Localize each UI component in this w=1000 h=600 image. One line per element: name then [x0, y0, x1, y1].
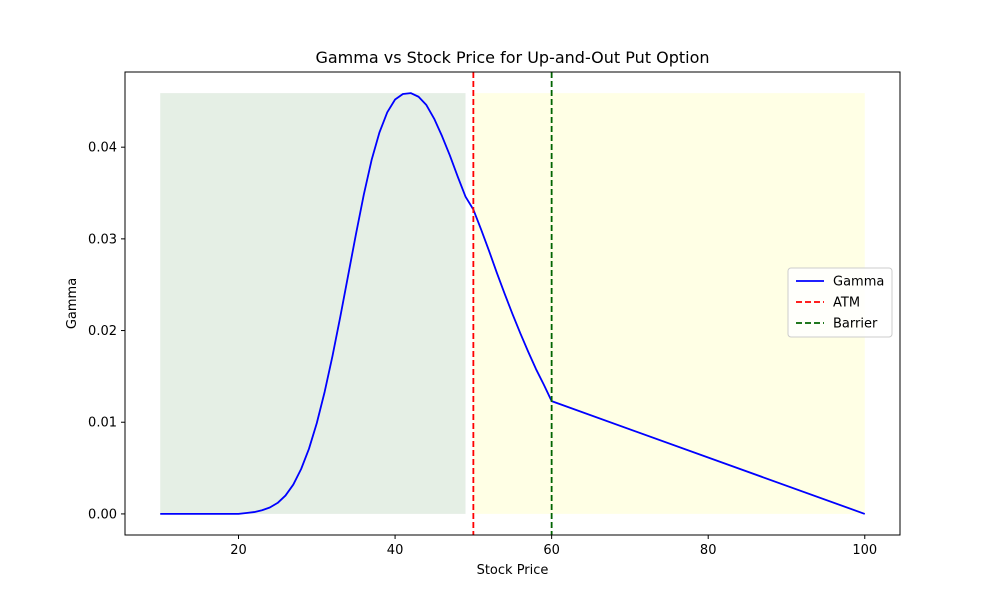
y-tick-label: 0.04 [88, 141, 117, 156]
shaded-regions [160, 93, 865, 514]
plot-frame [124, 71, 901, 536]
x-axis-label: Stock Price [477, 563, 549, 578]
legend-label-atm: ATM [833, 296, 860, 311]
y-axis-label: Gamma [65, 278, 80, 329]
legend: Gamma ATM Barrier [787, 267, 893, 338]
legend-box [787, 267, 893, 338]
chart-title: Gamma vs Stock Price for Up-and-Out Put … [315, 48, 709, 67]
y-tick-label: 0.01 [88, 416, 117, 431]
y-tick-label: 0.00 [88, 507, 117, 522]
x-tick-label: 100 [852, 543, 877, 558]
x-tick-label: 20 [230, 543, 247, 558]
x-tick-label: 60 [543, 543, 560, 558]
series-line-gamma [160, 92, 866, 515]
series-lines [160, 72, 866, 535]
y-tick-label: 0.02 [88, 324, 117, 339]
shaded-region-1 [160, 93, 466, 514]
x-tick-label: 80 [700, 543, 717, 558]
legend-label-gamma: Gamma [833, 275, 884, 290]
legend-label-barrier: Barrier [833, 317, 878, 332]
y-axis-ticks: 0.00 0.01 0.02 0.03 0.04 [88, 141, 125, 522]
x-axis-ticks: 20 40 60 80 100 [230, 535, 877, 558]
x-tick-label: 40 [387, 543, 404, 558]
y-tick-label: 0.03 [88, 232, 117, 247]
